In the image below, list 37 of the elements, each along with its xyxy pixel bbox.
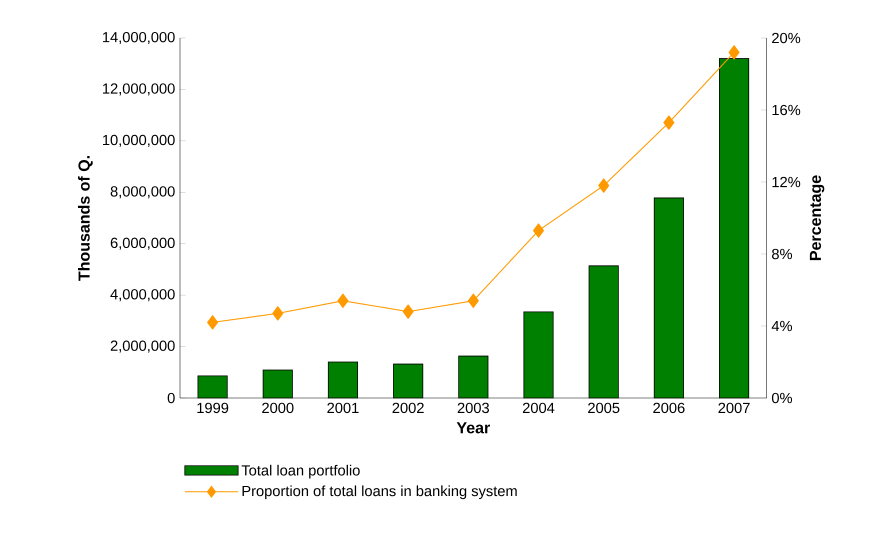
- x-tick-label: 2006: [653, 402, 685, 414]
- y2-axis-title: Percentage: [810, 175, 824, 260]
- x-tick-label: 2007: [718, 402, 750, 414]
- y-tick-label: 0: [168, 392, 175, 404]
- y-tick-label: 8,000,000: [110, 186, 175, 198]
- x-tick-label: 2003: [458, 402, 489, 414]
- point: [468, 294, 479, 308]
- point: [402, 304, 414, 319]
- y2-tick-label: 12%: [772, 176, 800, 188]
- point: [598, 178, 610, 193]
- y2-tick-label: 8%: [772, 248, 792, 260]
- x-tick-label: 2000: [262, 402, 294, 414]
- point: [532, 223, 544, 238]
- y-tick-label: 14,000,000: [102, 32, 175, 44]
- x-tick-label: 2004: [522, 402, 554, 414]
- x-tick-label: 1999: [197, 402, 228, 414]
- point: [663, 115, 674, 130]
- y-axis-title: Thousands of Q.: [78, 156, 93, 281]
- x-tick-label: 2005: [588, 402, 620, 414]
- y-tick-label: 2,000,000: [110, 340, 175, 353]
- y2-tick-label: 16%: [772, 104, 800, 116]
- legend-label: Total loan portfolio: [242, 464, 360, 478]
- point: [272, 306, 284, 321]
- y-tick-label: 6,000,000: [110, 238, 175, 250]
- y2-tick-label: 4%: [772, 320, 792, 332]
- x-axis-title: Year: [456, 422, 490, 434]
- y-tick-label: 10,000,000: [102, 134, 175, 147]
- point: [207, 315, 218, 330]
- x-tick-label: 2002: [392, 402, 424, 414]
- y2-tick-label: 20%: [772, 32, 800, 44]
- y2-tick-label: 0%: [772, 392, 792, 404]
- legend-label: Proportion of total loans in banking system: [242, 485, 517, 500]
- x-tick-label: 2001: [327, 402, 359, 414]
- y-tick-label: 4,000,000: [110, 289, 175, 302]
- y-tick-label: 12,000,000: [102, 83, 175, 96]
- point: [728, 45, 740, 60]
- point: [337, 294, 348, 308]
